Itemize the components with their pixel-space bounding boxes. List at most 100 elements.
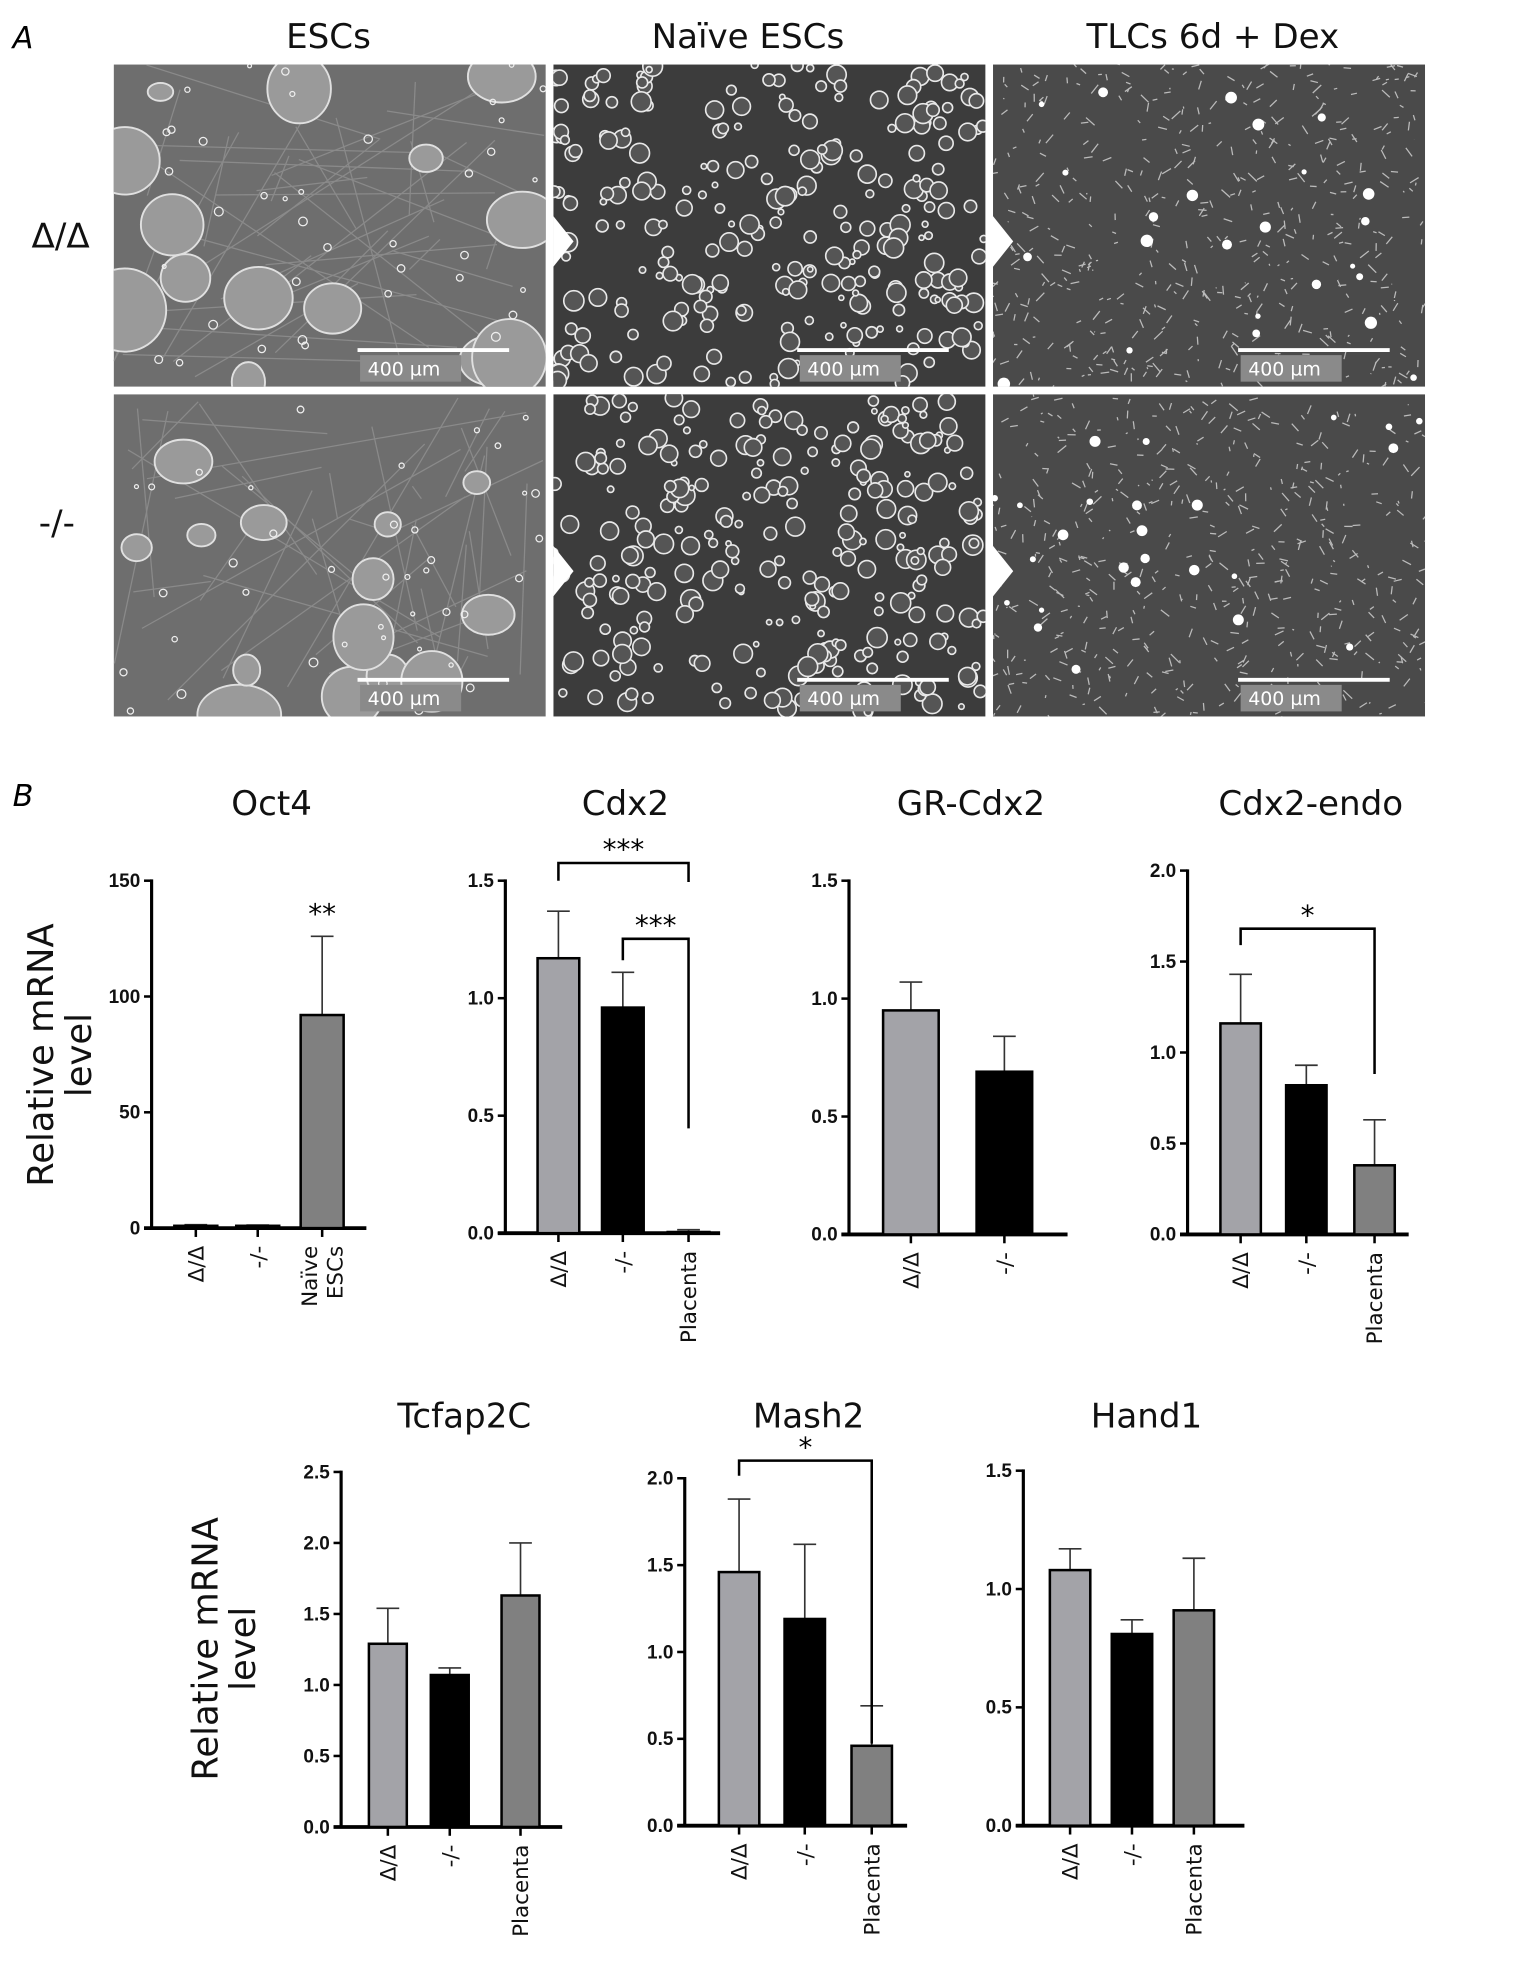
cell-edge <box>1282 238 1286 247</box>
bright-cell <box>1356 273 1364 281</box>
colony <box>762 73 776 87</box>
colony <box>968 92 985 109</box>
cell <box>508 310 518 320</box>
cell-edge <box>1296 442 1303 446</box>
chart-title: GR-Cdx2 <box>897 784 1045 824</box>
colony <box>948 482 957 491</box>
colony <box>937 394 957 411</box>
cell-edge <box>1145 356 1154 363</box>
bright-cell <box>1416 417 1423 425</box>
bar <box>367 1642 409 1829</box>
cell-edge <box>1088 468 1093 477</box>
colony <box>710 560 730 579</box>
cell-edge <box>1040 412 1043 415</box>
cell-fiber <box>198 403 318 575</box>
cell-edge <box>1157 171 1163 181</box>
colony <box>929 632 947 651</box>
cell-edge <box>1176 696 1185 702</box>
cell-edge <box>1381 89 1391 98</box>
colony <box>870 407 878 415</box>
cell-edge <box>1022 338 1031 345</box>
bar <box>536 956 581 1235</box>
colony <box>661 245 675 259</box>
colony <box>753 486 771 504</box>
cell-edge <box>1390 586 1393 595</box>
cell-edge <box>1246 621 1249 628</box>
cell-edge <box>1402 641 1408 648</box>
cell-edge <box>1405 76 1410 79</box>
y-tick-label: 0.0 <box>647 1816 673 1837</box>
cell-edge <box>1031 396 1039 401</box>
bright-cell <box>1086 498 1094 506</box>
cell-edge <box>1271 422 1280 425</box>
cell-edge <box>1111 358 1116 361</box>
colony <box>619 176 631 189</box>
colony <box>807 446 819 458</box>
scale-bar-label-box <box>1240 355 1342 382</box>
cell-edge <box>1376 501 1382 505</box>
cell-edge <box>1048 572 1052 578</box>
bright-cell <box>1126 347 1133 354</box>
bright-cell <box>1033 623 1043 632</box>
cell-edge <box>1209 549 1216 553</box>
cell-edge <box>993 658 996 663</box>
colony <box>153 438 214 485</box>
colony <box>662 265 679 282</box>
cell-edge <box>1076 320 1082 324</box>
cell <box>532 177 538 183</box>
cell-edge <box>1230 342 1235 348</box>
cell-edge <box>1251 548 1255 552</box>
cell-edge <box>1239 671 1248 675</box>
cell-edge <box>1352 194 1358 200</box>
cell-edge <box>993 673 999 677</box>
cell-edge <box>1086 577 1091 582</box>
cell-edge <box>1284 288 1288 295</box>
cell-edge <box>1057 445 1067 454</box>
cell-edge <box>1252 139 1257 145</box>
cell-edge <box>1343 67 1352 69</box>
cell-edge <box>1331 651 1336 658</box>
colony <box>831 665 844 678</box>
cell-edge <box>1325 334 1330 339</box>
cell-edge <box>1125 432 1128 435</box>
cell-edge <box>1351 549 1359 558</box>
colony <box>266 64 332 125</box>
cell-edge <box>1197 436 1204 442</box>
cell-fiber <box>142 419 328 435</box>
cell-edge <box>1117 627 1125 632</box>
colony <box>625 573 641 589</box>
colony <box>727 220 736 228</box>
column-title-naive-escs: Naïve ESCs <box>652 17 845 57</box>
cell-edge <box>1057 283 1063 288</box>
cell-edge <box>1397 500 1400 504</box>
colony <box>730 556 740 566</box>
colony <box>924 231 934 241</box>
cell-edge <box>995 313 1004 316</box>
cell-edge <box>1186 178 1194 185</box>
cell-edge <box>1117 469 1123 475</box>
cell-edge <box>1093 695 1102 702</box>
y-tick-label: 1.0 <box>811 989 837 1010</box>
cell-edge <box>1188 345 1193 351</box>
colony <box>553 98 569 114</box>
cell-edge <box>1323 179 1328 184</box>
colony <box>837 294 845 302</box>
cell-edge <box>1387 576 1397 580</box>
cell-edge <box>1208 555 1214 563</box>
y-axis-label-row2-line2: level <box>223 1607 264 1691</box>
cell-edge <box>1367 264 1377 274</box>
cell-edge <box>1333 87 1338 90</box>
cell-edge <box>1066 77 1069 84</box>
cell-edge <box>1186 555 1193 558</box>
cell-edge <box>1044 695 1047 699</box>
cell-edge <box>1010 246 1014 252</box>
cell-edge <box>1142 371 1147 377</box>
cell-edge <box>1330 565 1333 567</box>
cell-edge <box>1220 425 1228 434</box>
cell-fiber <box>411 525 457 608</box>
cell-edge <box>1139 319 1145 329</box>
bright-cell <box>1385 423 1393 431</box>
cell-edge <box>1149 630 1155 636</box>
cell-edge <box>1083 560 1093 566</box>
colony <box>733 643 754 664</box>
